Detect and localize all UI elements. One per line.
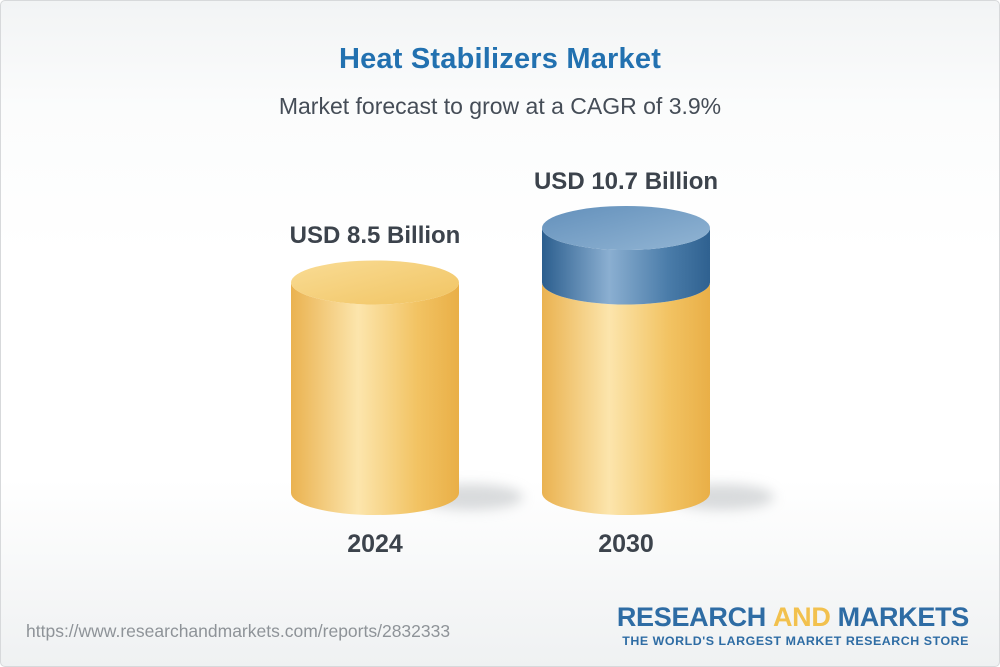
chart-header: Heat Stabilizers Market Market forecast … xyxy=(1,1,999,120)
page-subtitle: Market forecast to grow at a CAGR of 3.9… xyxy=(278,93,722,119)
logo-word-research: RESEARCH xyxy=(616,602,766,632)
logo-word-markets: MARKETS xyxy=(837,602,970,632)
value-label: USD 8.5 Billion xyxy=(289,222,461,250)
bar-2030-base-body xyxy=(542,282,710,515)
logo-wordmark: RESEARCH AND MARKETS xyxy=(617,604,969,631)
year-label: 2030 xyxy=(598,530,654,558)
report-url: https://www.researchandmarkets.com/repor… xyxy=(26,621,451,641)
brand-logo: RESEARCH AND MARKETS THE WORLD'S LARGEST M… xyxy=(617,604,969,648)
page-title: Heat Stabilizers Market xyxy=(338,43,662,75)
year-label: 2024 xyxy=(347,530,403,558)
bar-2024-top xyxy=(291,260,459,305)
bar-2030-growth-top xyxy=(542,206,710,250)
bar-2030-growth-body xyxy=(542,228,710,305)
bar-2024-body xyxy=(291,282,459,515)
value-label: USD 10.7 Billion xyxy=(533,168,719,195)
logo-tagline: THE WORLD'S LARGEST MARKET RESEARCH STOR… xyxy=(622,634,969,648)
logo-word-and: AND xyxy=(772,602,831,632)
